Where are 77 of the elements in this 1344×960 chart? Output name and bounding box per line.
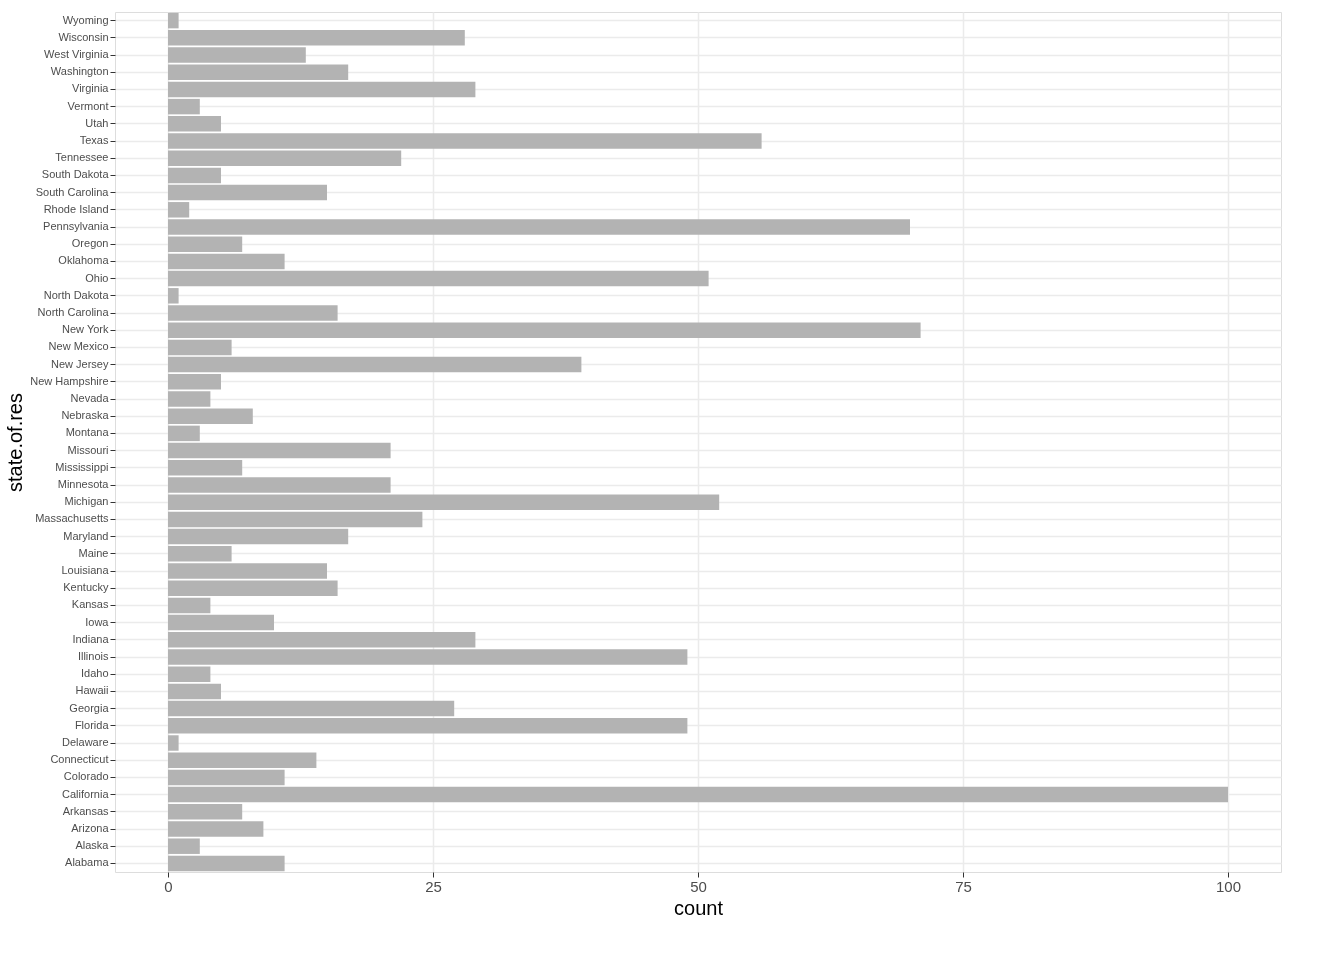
x-axis-title: count [674,896,724,919]
y-tick-label: New York [62,323,109,336]
y-tick-label: Tennessee [55,151,109,164]
x-tick-label: 75 [955,877,972,895]
bar [168,12,179,29]
x-tick-label: 100 [1215,877,1242,895]
y-tick-label: Michigan [64,495,109,508]
bar [168,98,200,115]
y-tick-label: Georgia [69,701,110,714]
y-axis-title: state.of.res [4,393,27,492]
y-tick-label: Kansas [71,598,109,611]
bar [168,270,709,287]
y-tick-label: Texas [79,134,109,146]
bar [168,855,285,872]
y-tick-label: Arkansas [62,804,109,817]
y-tick-label: South Carolina [35,185,110,198]
bar [168,511,423,528]
x-tick-label: 50 [690,877,707,895]
bar [168,786,1228,803]
y-tick-label: Idaho [80,667,109,680]
y-tick-label: Missouri [67,443,109,456]
y-tick-label: Utah [85,116,109,129]
bar [168,614,274,631]
bar [168,425,200,442]
bar [168,339,232,356]
y-tick-label: Kentucky [63,581,109,594]
y-tick-label: Alabama [65,856,110,869]
y-tick-label: Nevada [70,392,110,404]
bar [168,700,455,717]
bar [168,81,476,98]
y-tick-label: Maine [78,546,109,559]
bar [168,683,221,700]
bar [168,356,582,373]
y-tick-label: Maryland [63,529,109,542]
y-tick-label: Massachusetts [35,512,109,525]
y-tick-label: Montana [65,426,110,439]
y-tick-label: New Mexico [48,340,109,353]
y-tick-label: Pennsylvania [43,220,110,232]
bar [168,184,327,201]
y-tick-label: New Jersey [51,357,109,370]
y-tick-label: Mississippi [55,460,109,473]
y-tick-label: California [62,787,110,800]
y-tick-label: Washington [50,65,109,78]
y-tick-label: Rhode Island [43,202,109,215]
y-tick-label: Connecticut [50,753,109,766]
y-tick-label: Illinois [77,650,109,662]
y-tick-label: Delaware [62,736,109,748]
y-tick-label: Indiana [72,632,110,645]
y-tick-label: Hawaii [75,684,109,697]
y-tick-label: North Dakota [43,288,110,301]
y-tick-label: Florida [74,718,110,731]
bar [168,442,391,459]
bar [168,253,285,270]
y-tick-label: Alaska [75,839,110,852]
y-tick-label: Oklahoma [58,254,110,267]
y-tick-label: North Carolina [37,306,110,318]
y-tick-label: Wisconsin [58,30,109,43]
y-tick-label: Virginia [72,82,110,95]
y-tick-label: Louisiana [61,564,110,576]
y-tick-label: Nebraska [61,409,110,422]
bar [168,528,349,545]
y-tick-label: New Hampshire [30,374,109,387]
y-tick-label: Vermont [67,99,109,112]
y-tick-label: West Virginia [44,48,110,60]
y-tick-label: Ohio [85,271,109,284]
x-tick-label: 0 [164,877,173,895]
bar [168,597,211,614]
y-tick-label: Oregon [71,237,109,250]
y-tick-label: Iowa [85,615,110,628]
x-tick-label: 25 [425,877,442,895]
y-tick-label: South Dakota [41,168,110,181]
y-tick-label: Colorado [63,770,109,783]
y-tick-label: Wyoming [62,13,109,26]
bar [168,167,221,184]
y-tick-label: Minnesota [57,478,110,490]
y-tick-label: Arizona [71,822,110,834]
bar [168,769,285,786]
